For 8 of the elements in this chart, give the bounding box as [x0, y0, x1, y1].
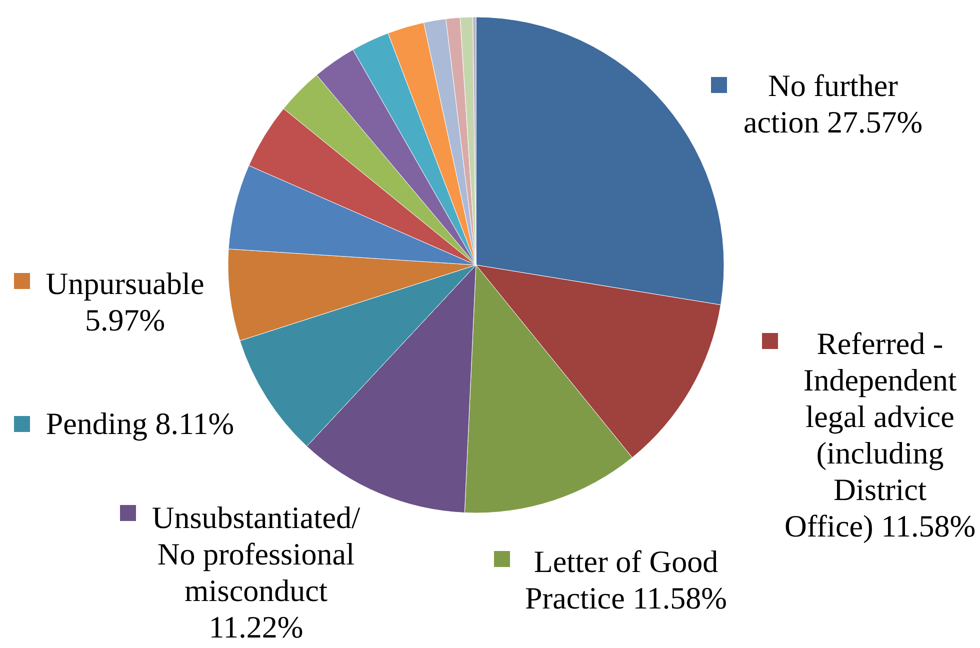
legend-label: Referred - Independent legal advice (including District Office) 11.58% — [784, 326, 976, 544]
data-label: 5.97% — [84, 302, 166, 338]
legend-label: Letter of Good Practice 11.58% — [525, 544, 727, 616]
legend-label: Pending 8.11% — [46, 406, 234, 441]
legend-label: Unsubstantiated/ No professional misconduct — [152, 500, 361, 608]
legend-label: No further action 27.57% — [743, 68, 923, 140]
legend-label: Unpursuable — [46, 266, 204, 301]
data-label: 11.22% — [208, 610, 304, 644]
